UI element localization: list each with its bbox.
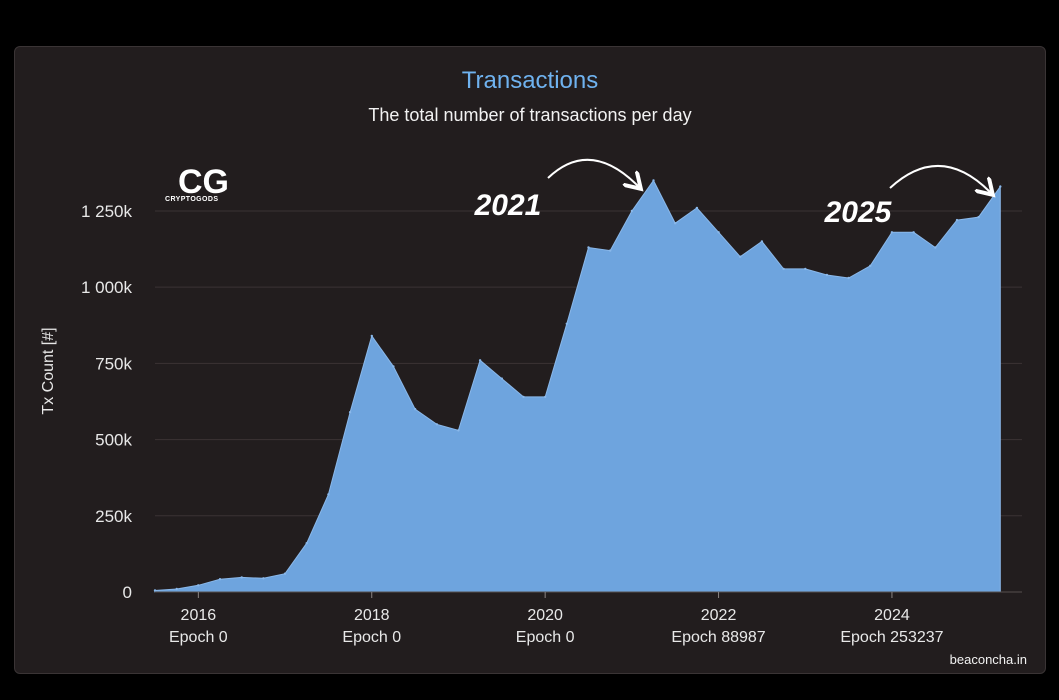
- axes: 0 250k 500k 750k 1 000k 1 250k Tx Count [#] 201…: [40, 202, 1022, 646]
- data-point: [305, 542, 308, 545]
- data-point: [262, 577, 265, 580]
- annotations: 2021 2025: [474, 158, 990, 229]
- data-point: [327, 493, 330, 496]
- x-tick-sublabel: Epoch 0: [516, 629, 575, 646]
- data-point: [240, 576, 243, 579]
- x-tick-label: 2024: [874, 607, 910, 624]
- annotation-arrow-icon: [889, 165, 990, 192]
- data-point: [912, 231, 915, 234]
- data-point: [609, 249, 612, 252]
- data-point: [760, 240, 764, 243]
- data-point: [999, 185, 1002, 188]
- x-tick-sublabel: Epoch 253237: [840, 629, 943, 646]
- data-point: [218, 578, 222, 581]
- data-point: [890, 231, 894, 234]
- data-point: [695, 206, 699, 210]
- data-point: [522, 395, 525, 399]
- x-tick-sublabel: Epoch 0: [169, 629, 228, 646]
- x-tick-label: 2016: [181, 607, 217, 624]
- chart-title: Transactions: [461, 67, 599, 94]
- logo-text: CRYPTOGODS: [165, 196, 219, 203]
- x-tick-sublabel: Epoch 88987: [671, 629, 765, 646]
- chart-subtitle: The total number of transactions per day: [368, 105, 692, 125]
- data-point: [977, 215, 980, 219]
- data-point: [955, 218, 959, 222]
- data-point: [869, 264, 872, 267]
- source-credit: beaconcha.in: [949, 652, 1027, 667]
- data-point: [782, 267, 785, 271]
- x-tick-label: 2022: [701, 607, 737, 624]
- data-point: [370, 334, 373, 338]
- data-point: [478, 359, 482, 362]
- data-point: [847, 276, 850, 280]
- series-area: [154, 179, 1001, 593]
- data-point: [175, 587, 178, 591]
- logo-mark: CG: [178, 163, 229, 201]
- y-axis-label: Tx Count [#]: [40, 327, 57, 414]
- data-point: [197, 584, 200, 587]
- annotation-year-label: 2025: [824, 196, 893, 229]
- data-point: [457, 429, 460, 432]
- data-area: [153, 179, 1002, 593]
- x-tick-sublabel: Epoch 0: [342, 629, 401, 646]
- data-point: [934, 246, 937, 249]
- data-point: [565, 322, 568, 325]
- y-tick-label: 500k: [95, 431, 132, 450]
- data-point: [652, 179, 655, 182]
- data-point: [804, 267, 807, 271]
- y-tick-label: 0: [123, 583, 132, 602]
- data-point: [153, 589, 157, 592]
- data-point: [674, 222, 677, 225]
- cryptogods-logo-icon: CG: [178, 163, 229, 201]
- data-point: [739, 255, 742, 258]
- data-point: [413, 407, 417, 411]
- data-point: [630, 209, 634, 213]
- annotation-year-label: 2021: [474, 189, 542, 222]
- x-tick-label: 2020: [527, 607, 563, 624]
- data-point: [435, 423, 438, 426]
- data-point: [825, 273, 829, 277]
- data-point: [392, 365, 395, 368]
- y-tick-label: 750k: [95, 354, 132, 373]
- y-tick-label: 1 000k: [81, 278, 133, 297]
- y-tick-label: 250k: [95, 507, 132, 526]
- annotation-arrow-icon: [547, 158, 638, 186]
- data-point: [717, 231, 720, 234]
- data-point: [500, 377, 503, 380]
- data-point: [283, 572, 287, 575]
- y-tick-label: 1 250k: [81, 202, 133, 221]
- data-point: [587, 246, 590, 249]
- data-point: [544, 395, 547, 399]
- data-point: [348, 411, 352, 414]
- x-tick-label: 2018: [354, 607, 390, 624]
